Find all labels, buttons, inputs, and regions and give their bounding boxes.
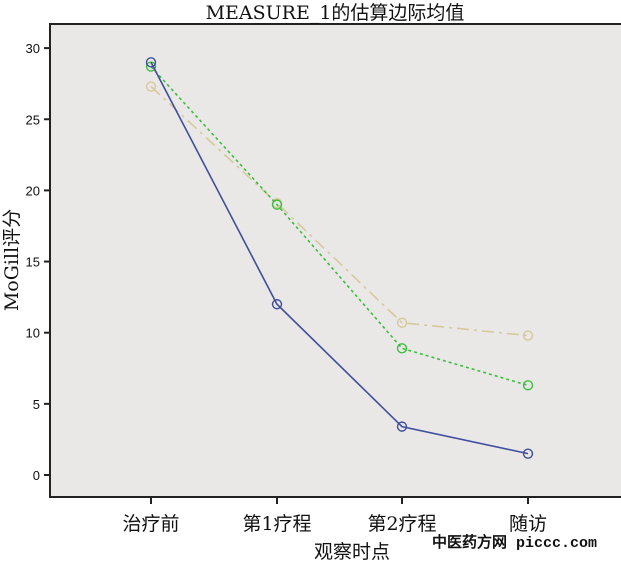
data-point: [396, 421, 408, 432]
watermark: 中医药方网 piccc.com: [432, 533, 597, 552]
x-tick-label: 治疗前: [122, 513, 179, 535]
data-point: [522, 448, 534, 459]
y-tick-label: 0: [33, 468, 40, 483]
chart-title: MEASURE_1的估算边际均值: [206, 2, 465, 24]
y-axis-label: MoGill评分: [1, 209, 23, 311]
data-point: [396, 317, 408, 328]
y-tick-label: 25: [26, 112, 40, 127]
series-group-1: [145, 57, 534, 459]
series-line: [150, 85, 529, 337]
data-point: [271, 199, 283, 210]
y-tick-label: 30: [26, 41, 40, 56]
data-point: [522, 380, 534, 391]
x-tick-label: 第1疗程: [242, 513, 311, 535]
y-tick-label: 20: [26, 183, 40, 198]
series-line: [150, 66, 529, 387]
series-line: [150, 61, 529, 455]
data-point: [145, 61, 157, 72]
y-tick-label: 5: [33, 397, 40, 412]
data-point: [271, 299, 283, 310]
data-point: [522, 330, 534, 341]
x-axis-label: 观察时点: [314, 541, 390, 563]
y-tick-label: 15: [26, 255, 40, 270]
data-point: [396, 343, 408, 354]
x-tick-label: 第2疗程: [367, 513, 436, 535]
series-group-2: [145, 61, 534, 391]
plot-area: [49, 23, 621, 498]
data-point: [145, 57, 157, 68]
data-point: [145, 81, 157, 92]
y-tick-label: 10: [26, 326, 40, 341]
x-tick-label: 随访: [509, 513, 547, 535]
